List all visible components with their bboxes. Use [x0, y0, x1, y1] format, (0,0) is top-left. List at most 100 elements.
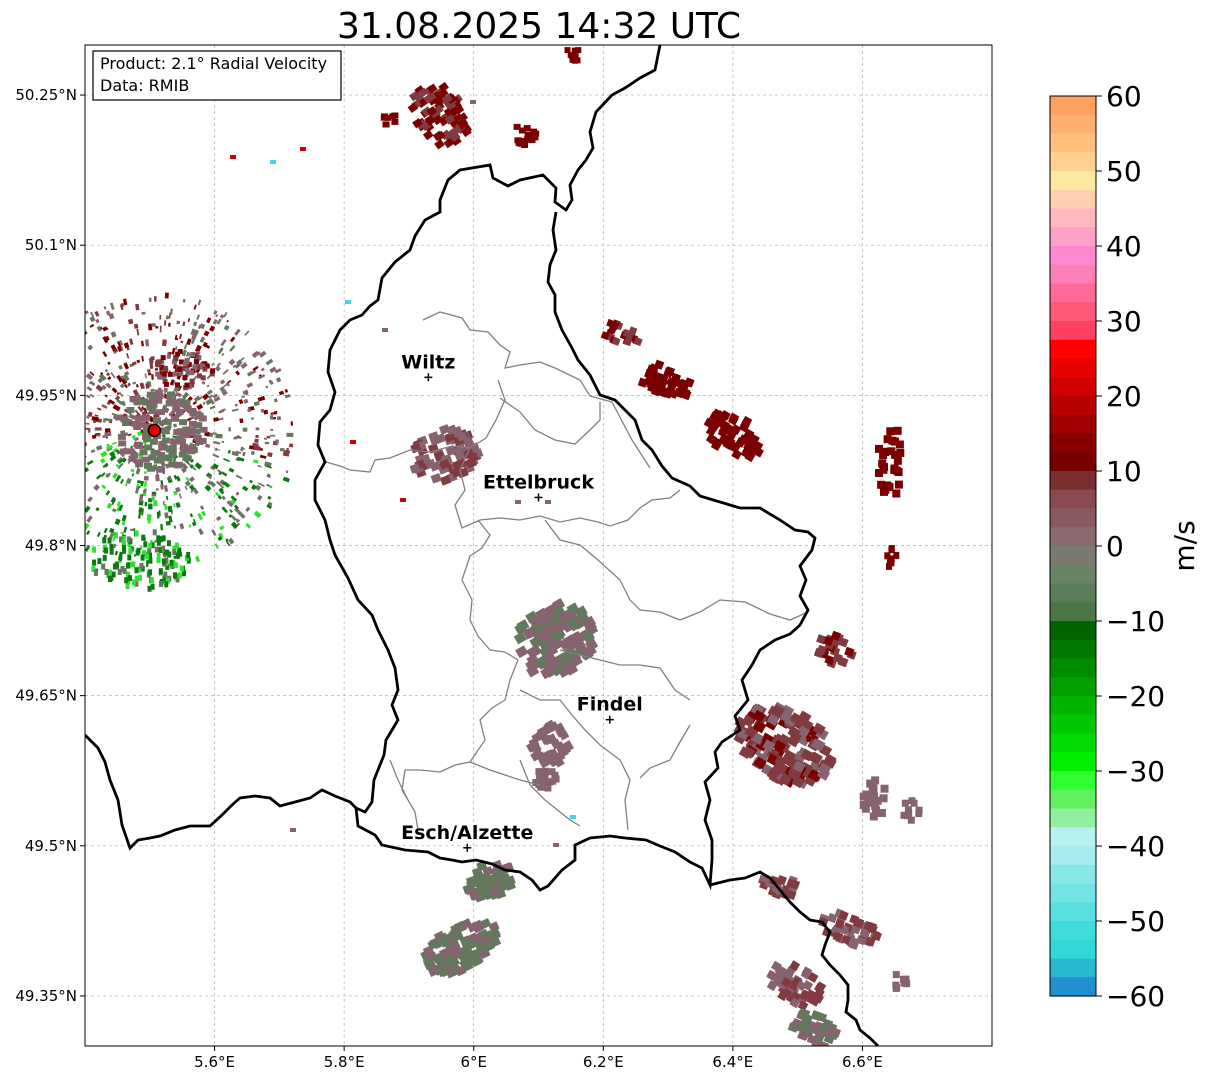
- radar-site-marker: [147, 423, 162, 438]
- echo-pixel: [776, 875, 787, 886]
- echo-pixel: [178, 493, 182, 499]
- colorbar-tick-label: 20: [1106, 380, 1142, 413]
- echo-pixel: [133, 436, 139, 442]
- echo-pixel: [117, 345, 123, 352]
- colorbar-segment: [1050, 358, 1096, 378]
- echo-pixel: [118, 504, 124, 512]
- echo-pixel: [125, 477, 132, 485]
- echo-pixel: [428, 964, 440, 976]
- echo-pixel: [155, 474, 160, 482]
- echo-pixel: [788, 980, 800, 992]
- echo-pixel: [439, 459, 451, 470]
- echo-pixel: [162, 501, 165, 506]
- echo-pixel: [146, 560, 149, 567]
- echo-pixel: [140, 546, 143, 551]
- echo-pixel: [284, 394, 291, 399]
- echo-pixel: [218, 471, 223, 476]
- colorbar-segment: [1050, 846, 1096, 866]
- echo-pixel: [126, 562, 131, 569]
- echo-pixel: [168, 515, 173, 523]
- echo-cluster: [758, 873, 801, 901]
- echo-pixel: [197, 299, 202, 306]
- echo-pixel: [210, 368, 216, 374]
- echo-pixel: [253, 445, 261, 451]
- echo-pixel: [892, 981, 900, 989]
- echo-pixel: [101, 384, 107, 391]
- echo-pixel: [180, 467, 187, 474]
- echo-pixel: [104, 428, 111, 433]
- echo-pixel: [216, 480, 221, 486]
- echo-pixel: [109, 454, 117, 462]
- echo-pixel: [622, 329, 632, 339]
- colorbar-segment: [1050, 733, 1096, 753]
- echo-pixel: [239, 357, 245, 362]
- echo-pixel: [893, 551, 900, 559]
- echo-pixel: [147, 404, 156, 411]
- echo-pixel: [150, 356, 155, 361]
- colorbar-segment: [1050, 546, 1096, 566]
- colorbar-segment: [1050, 564, 1096, 585]
- echo-pixel: [118, 551, 124, 560]
- echo-pixel: [150, 388, 155, 392]
- echo-pixel: [141, 456, 150, 463]
- echo-pixel: [101, 484, 107, 490]
- echo-pixel: [162, 379, 168, 384]
- echo-pixel: [265, 358, 274, 366]
- echo-pixel: [231, 408, 239, 412]
- echo-pixel: [432, 114, 444, 126]
- echo-pixel: [741, 714, 755, 728]
- echo-pixel: [189, 476, 195, 483]
- echo-pixel: [670, 372, 682, 384]
- echo-pixel: [161, 437, 170, 444]
- echo-pixel: [89, 315, 96, 323]
- colorbar-segment: [1050, 977, 1096, 997]
- echo-pixel: [174, 334, 178, 340]
- echo-pixel: [163, 549, 168, 556]
- echo-pixel: [158, 444, 167, 451]
- info-box: Product: 2.1° Radial Velocity Data: RMIB: [92, 50, 342, 101]
- echo-pixel: [122, 373, 130, 382]
- echo-pixel: [179, 523, 185, 530]
- echo-pixel: [134, 575, 139, 582]
- echo-pixel: [915, 810, 923, 818]
- echo-pixel: [260, 408, 265, 413]
- echo-pixel: [151, 497, 155, 501]
- echo-pixel: [104, 417, 112, 422]
- echo-pixel: [209, 325, 216, 332]
- info-product: Product: 2.1° Radial Velocity: [100, 54, 327, 73]
- echo-pixel: [194, 344, 202, 353]
- echo-pixel: [142, 415, 151, 422]
- echo-pixel: [520, 137, 528, 144]
- echo-pixel: [183, 344, 188, 350]
- echo-pixel: [226, 500, 234, 508]
- echo-pixel: [442, 93, 453, 104]
- echo-pixel: [865, 936, 876, 947]
- echo-pixel: [198, 437, 207, 444]
- echo-pixel: [114, 518, 121, 526]
- echo-pixel: [182, 298, 186, 303]
- echo-pixel: [549, 756, 561, 767]
- echo-pixel: [558, 637, 572, 651]
- echo-pixel: [789, 960, 801, 972]
- echo-pixel: [163, 368, 169, 374]
- echo-pixel: [290, 421, 294, 426]
- echo-pixel: [267, 501, 273, 507]
- colorbar-segment: [1050, 264, 1096, 285]
- echo-pixel: [220, 339, 227, 347]
- echo-pixel: [200, 375, 206, 381]
- echo-pixel: [210, 465, 216, 471]
- echo-pixel: [134, 580, 139, 587]
- echo-pixel: [131, 473, 135, 477]
- echo-pixel: [107, 537, 112, 544]
- echo-pixel: [816, 644, 827, 655]
- echo-pixel: [789, 997, 801, 1009]
- echo-pixel: [708, 411, 720, 423]
- echo-pixel: [886, 562, 892, 570]
- echo-pixel: [150, 583, 155, 590]
- echo-pixel: [152, 529, 157, 536]
- echo-pixel: [151, 494, 157, 497]
- echo-pixel: [553, 843, 559, 847]
- colorbar-segment: [1050, 808, 1096, 828]
- echo-pixel: [227, 449, 231, 454]
- echo-pixel: [550, 629, 564, 642]
